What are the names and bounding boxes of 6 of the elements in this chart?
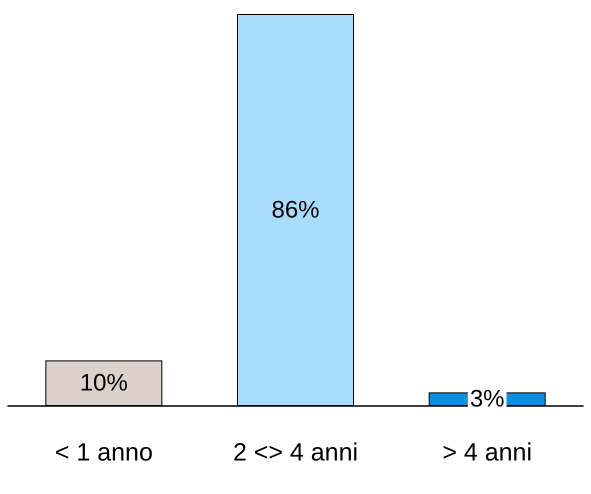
data-label: 86% [271, 196, 320, 224]
data-label: 3% [470, 386, 505, 413]
x-tick-label: < 1 anno [54, 438, 153, 466]
x-tick-label: > 4 anni [442, 438, 532, 466]
x-tick-label: 2 <> 4 anni [232, 438, 358, 466]
data-label: 10% [80, 370, 128, 397]
